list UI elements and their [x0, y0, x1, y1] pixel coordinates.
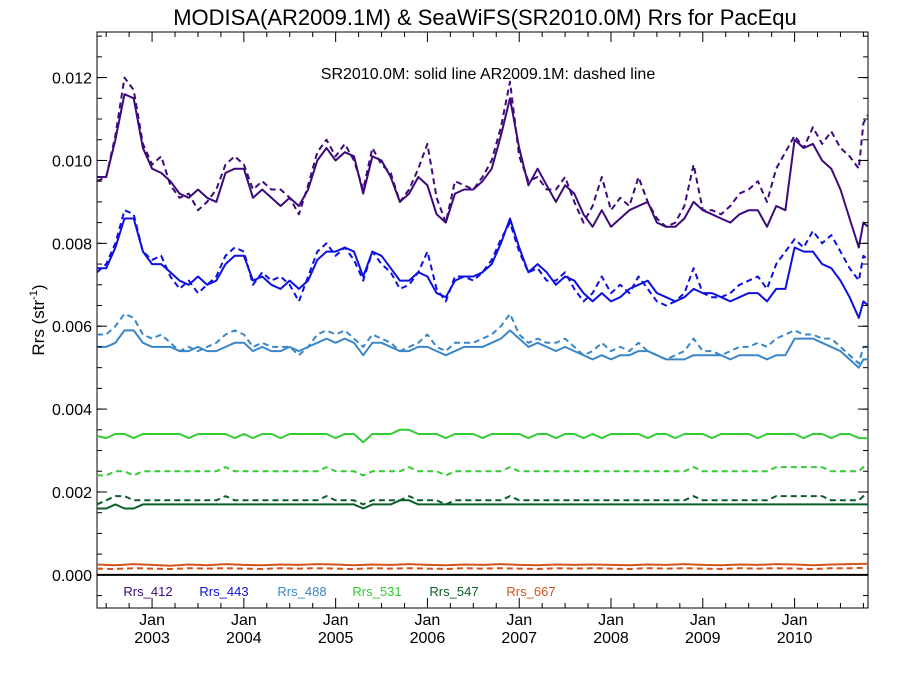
x-tick-label-month: Jan	[415, 612, 441, 629]
y-axis-label-close: )	[29, 284, 48, 290]
x-tick-label-year: 2003	[134, 630, 170, 647]
series-line-rrs-488-solid	[97, 329, 868, 369]
legend: Rrs_412 Rrs_443 Rrs_488 Rrs_531 Rrs_547 Rrs_6…	[123, 584, 555, 599]
series-line-rrs-443-solid	[97, 217, 868, 319]
x-tick-label-month: Jan	[506, 612, 532, 629]
series-line-rrs-531-dashed	[97, 462, 868, 477]
x-tick-label-month: Jan	[782, 612, 808, 629]
x-tick-label-year: 2008	[593, 630, 629, 647]
x-tick-label-year: 2006	[410, 630, 446, 647]
series-line-rrs-531-solid	[97, 428, 868, 444]
series-line-rrs-412-dashed	[97, 76, 868, 228]
x-tick-label-year: 2009	[685, 630, 721, 647]
y-tick-label: 0.004	[52, 402, 92, 419]
y-axis-label-superscript: -1	[28, 290, 40, 300]
series-line-rrs-443-dashed	[97, 209, 868, 307]
series-line-rrs-547-solid	[97, 499, 868, 510]
y-tick-label: 0.006	[52, 319, 92, 336]
x-tick-label-month: Jan	[323, 612, 349, 629]
y-tick-label: 0.000	[52, 568, 92, 585]
x-tick-label-year: 2007	[501, 630, 537, 647]
legend-item-rrs-667: Rrs_667	[506, 584, 555, 599]
x-tick-label-year: 2010	[777, 630, 813, 647]
y-tick-label: 0.008	[52, 236, 92, 253]
x-tick-label-year: 2005	[318, 630, 354, 647]
y-tick-label: 0.002	[52, 485, 92, 502]
legend-item-rrs-412: Rrs_412	[123, 584, 172, 599]
y-axis-label-main: Rrs (str	[29, 300, 48, 356]
x-tick-label-month: Jan	[139, 612, 165, 629]
legend-item-rrs-488: Rrs_488	[277, 584, 326, 599]
y-tick-label: 0.010	[52, 153, 92, 170]
x-tick-label-year: 2004	[226, 630, 262, 647]
line-style-annotation: SR2010.0M: solid line AR2009.1M: dashed …	[321, 66, 656, 83]
legend-item-rrs-443: Rrs_443	[199, 584, 248, 599]
x-tick-label-month: Jan	[231, 612, 257, 629]
y-tick-label: 0.012	[52, 71, 92, 88]
series-line-rrs-667-solid	[97, 562, 868, 567]
y-axis-label: Rrs (str-1)	[28, 284, 48, 355]
legend-item-rrs-531: Rrs_531	[352, 584, 401, 599]
plot-area-frame	[96, 31, 869, 609]
chart-title: MODISA(AR2009.1M) & SeaWiFS(SR2010.0M) R…	[173, 5, 797, 30]
x-tick-label-month: Jan	[598, 612, 624, 629]
series-line-rrs-488-dashed	[97, 312, 868, 365]
series-line-rrs-547-dashed	[97, 491, 868, 506]
x-tick-label-month: Jan	[690, 612, 716, 629]
series-line-rrs-412-solid	[97, 93, 868, 249]
series-line-rrs-667-dashed	[97, 566, 868, 570]
legend-item-rrs-547: Rrs_547	[429, 584, 478, 599]
